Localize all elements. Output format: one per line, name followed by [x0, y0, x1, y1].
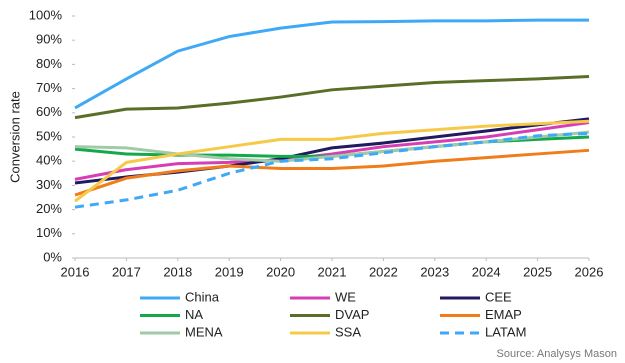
y-tick-label: 70% [36, 80, 62, 95]
y-tick-label: 50% [36, 128, 62, 143]
source: Source: Analysys Mason [497, 348, 617, 360]
x-tick-label: 2019 [215, 264, 244, 279]
legend-label: EMAP [485, 307, 522, 322]
series-line [74, 119, 590, 203]
legend-label: LATAM [485, 324, 526, 339]
y-tick-label: 60% [36, 104, 62, 119]
x-tick-label: 2021 [318, 264, 347, 279]
y-tick-label: 40% [36, 153, 62, 168]
y-axis-label: Conversion rate [7, 91, 22, 183]
x-tick-label: 2023 [420, 264, 449, 279]
legend-label: China [185, 289, 220, 304]
legend-label: SSA [335, 324, 361, 339]
legend-label: DVAP [335, 307, 369, 322]
x-tick-label: 2024 [472, 264, 501, 279]
x-tick-label: 2016 [61, 264, 90, 279]
x-tick-label: 2025 [523, 264, 552, 279]
y-tick-label: 90% [36, 32, 62, 47]
y-tick-label: 80% [36, 56, 62, 71]
y-tick-label: 0% [43, 249, 62, 264]
series-line [74, 75, 590, 120]
series-line [74, 131, 590, 209]
x-tick-label: 2026 [575, 264, 604, 279]
y-tick-label: 10% [36, 225, 62, 240]
y-tick-label: 100% [29, 7, 63, 22]
y-tick-label: 30% [36, 177, 62, 192]
legend-label: NA [185, 307, 203, 322]
x-tick-label: 2018 [163, 264, 192, 279]
legend-label: CEE [485, 289, 512, 304]
series-line [74, 148, 590, 197]
legend-label: WE [335, 289, 356, 304]
x-tick-label: 2020 [266, 264, 295, 279]
x-tick-label: 2017 [112, 264, 141, 279]
series-line [74, 18, 589, 110]
series-line [74, 130, 590, 163]
x-tick-label: 2022 [369, 264, 398, 279]
y-tick-label: 20% [36, 201, 62, 216]
series-line [74, 120, 590, 181]
legend-label: MENA [185, 324, 223, 339]
